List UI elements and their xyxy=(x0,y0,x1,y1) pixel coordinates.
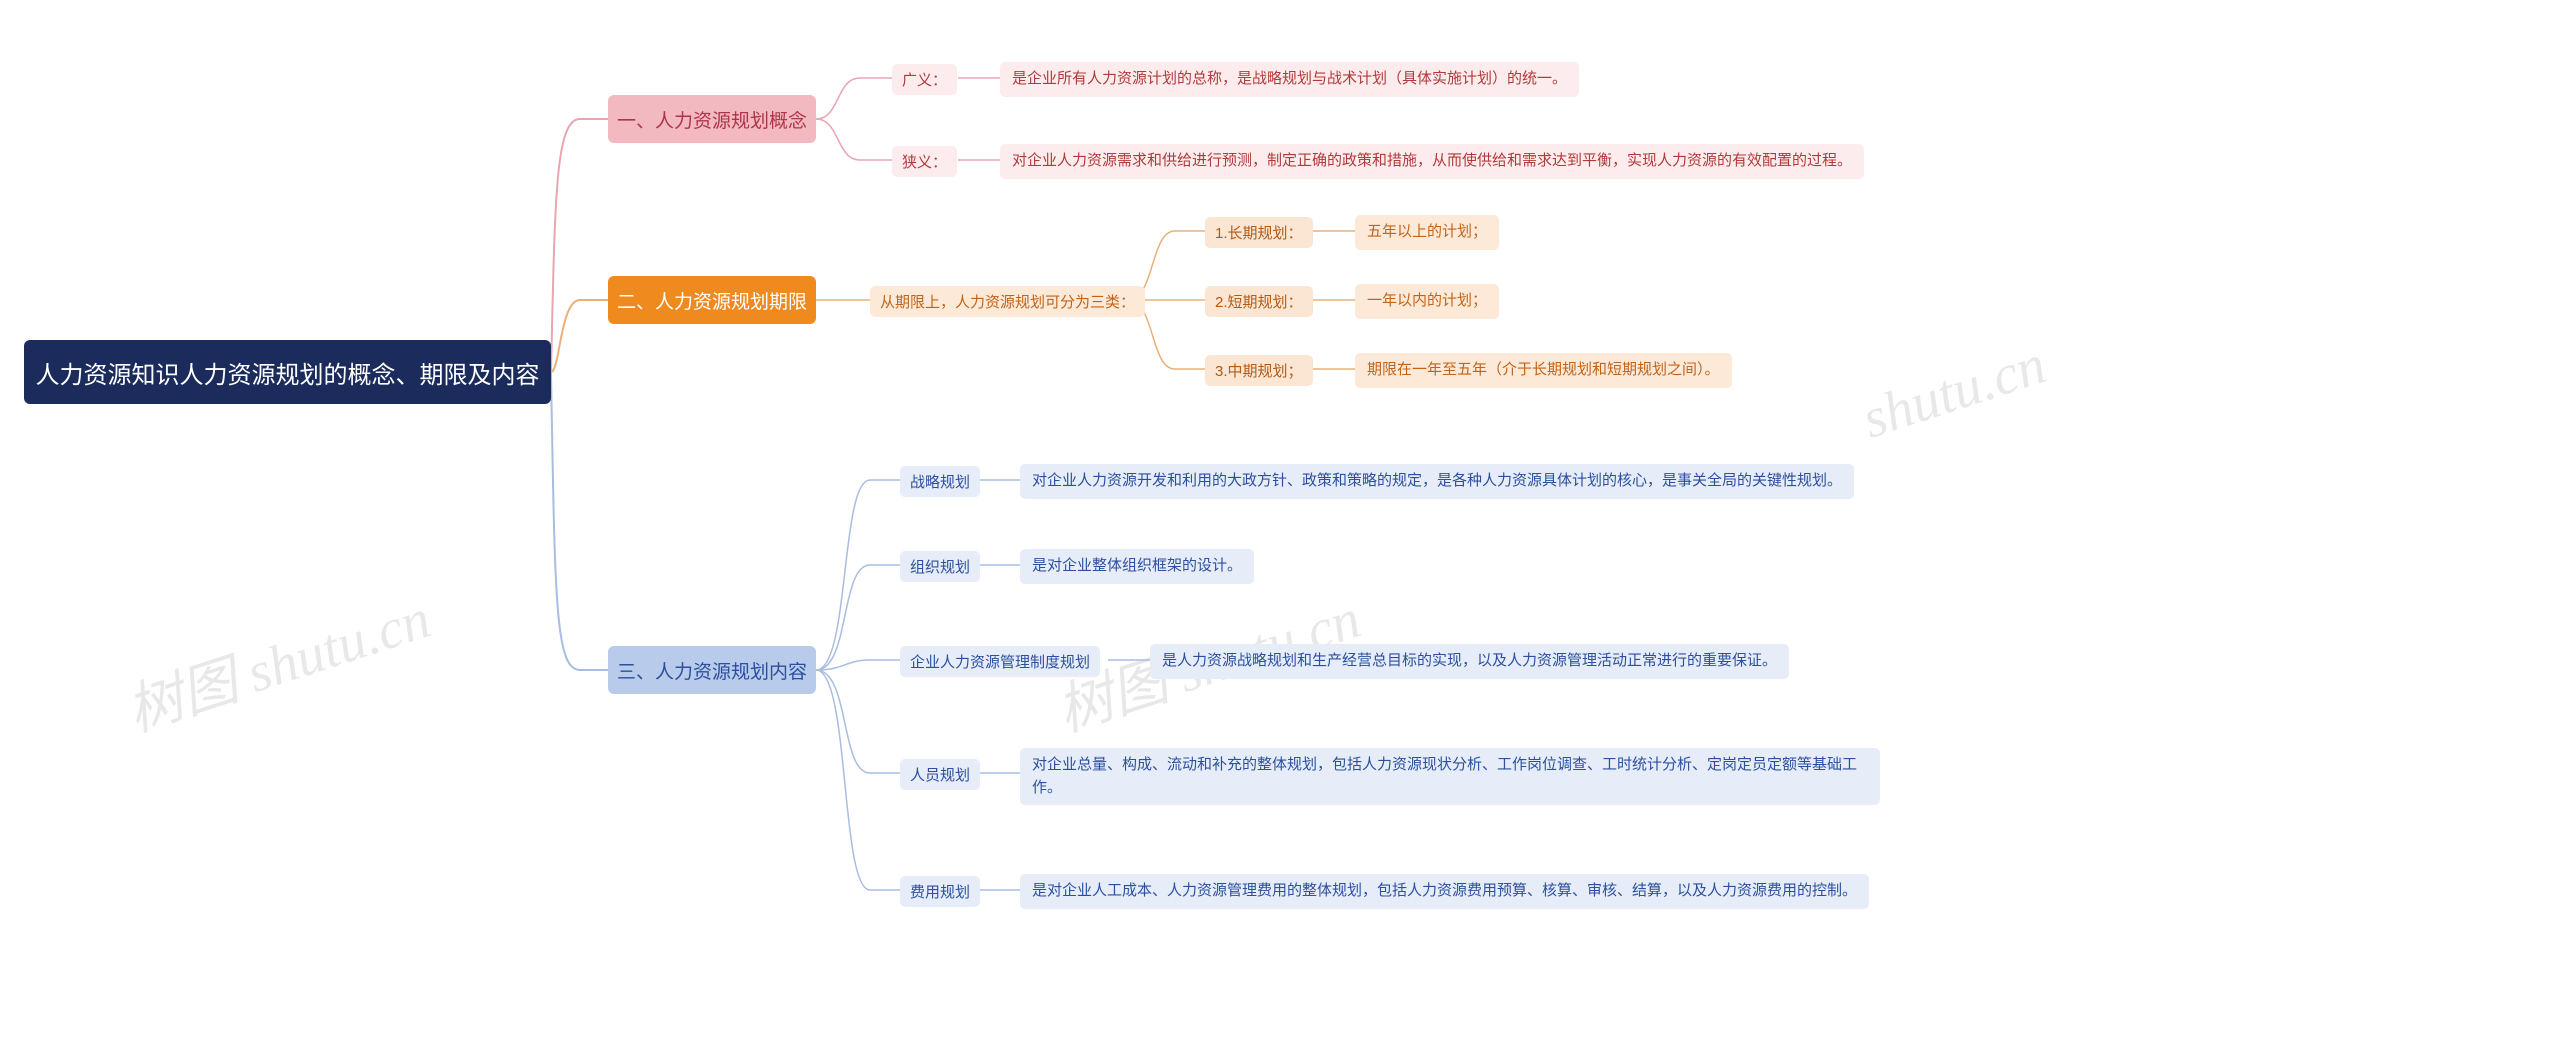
period-intro: 从期限上，人力资源规划可分为三类： xyxy=(870,286,1145,317)
desc-period-mid: 期限在一年至五年（介于长期规划和短期规划之间）。 xyxy=(1355,353,1732,388)
leaf-content-system[interactable]: 企业人力资源管理制度规划 xyxy=(900,646,1100,677)
desc-content-strategy: 对企业人力资源开发和利用的大政方针、政策和策略的规定，是各种人力资源具体计划的核… xyxy=(1020,464,1854,499)
desc-content-org: 是对企业整体组织框架的设计。 xyxy=(1020,549,1254,584)
mindmap-canvas: 树图 shutu.cn 树图 shutu.cn shutu.cn xyxy=(0,0,2560,1043)
desc-concept-broad: 是企业所有人力资源计划的总称，是战略规划与战术计划（具体实施计划）的统一。 xyxy=(1000,62,1579,97)
leaf-period-short[interactable]: 2.短期规划： xyxy=(1205,286,1313,317)
branch-period[interactable]: 二、人力资源规划期限 xyxy=(608,276,816,324)
desc-content-staff: 对企业总量、构成、流动和补充的整体规划，包括人力资源现状分析、工作岗位调查、工时… xyxy=(1020,748,1880,805)
desc-content-cost: 是对企业人工成本、人力资源管理费用的整体规划，包括人力资源费用预算、核算、审核、… xyxy=(1020,874,1869,909)
desc-period-long: 五年以上的计划； xyxy=(1355,215,1499,250)
leaf-content-cost[interactable]: 费用规划 xyxy=(900,876,980,907)
root-node[interactable]: 人力资源知识人力资源规划的概念、期限及内容 xyxy=(24,340,551,404)
desc-period-short: 一年以内的计划； xyxy=(1355,284,1499,319)
watermark: 树图 shutu.cn xyxy=(115,573,439,747)
desc-concept-narrow: 对企业人力资源需求和供给进行预测，制定正确的政策和措施，从而使供给和需求达到平衡… xyxy=(1000,144,1864,179)
leaf-concept-broad[interactable]: 广义： xyxy=(892,64,957,95)
leaf-period-long[interactable]: 1.长期规划： xyxy=(1205,217,1313,248)
watermark: shutu.cn xyxy=(1855,332,2054,451)
leaf-content-staff[interactable]: 人员规划 xyxy=(900,759,980,790)
desc-content-system: 是人力资源战略规划和生产经营总目标的实现，以及人力资源管理活动正常进行的重要保证… xyxy=(1150,644,1789,679)
branch-concept[interactable]: 一、人力资源规划概念 xyxy=(608,95,816,143)
branch-content[interactable]: 三、人力资源规划内容 xyxy=(608,646,816,694)
leaf-concept-narrow[interactable]: 狭义： xyxy=(892,146,957,177)
leaf-content-strategy[interactable]: 战略规划 xyxy=(900,466,980,497)
leaf-content-org[interactable]: 组织规划 xyxy=(900,551,980,582)
leaf-period-mid[interactable]: 3.中期规划； xyxy=(1205,355,1313,386)
